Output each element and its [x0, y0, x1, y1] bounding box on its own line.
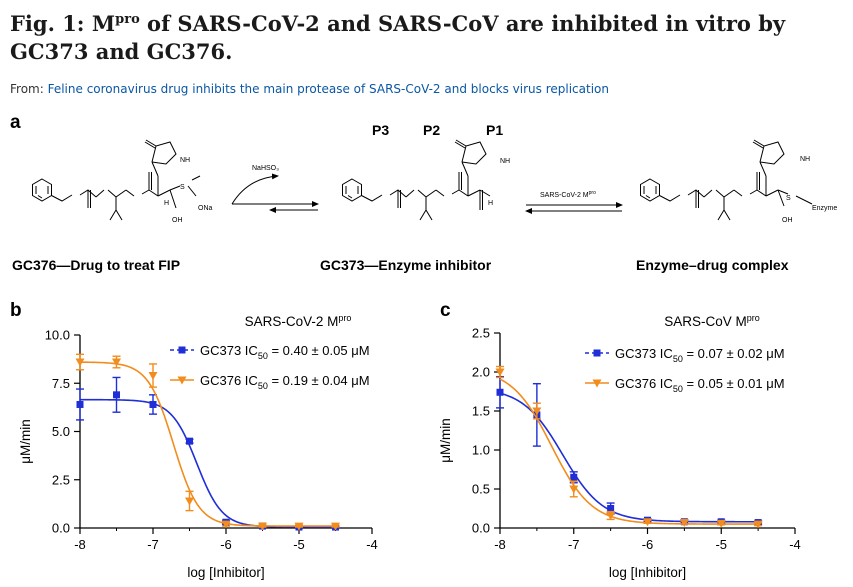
x-tick-label: -6 — [642, 537, 654, 552]
data-point — [570, 473, 578, 481]
reaction-arrows-2 — [525, 202, 623, 214]
chart-panel-c: -8 -7 -6 -5 -4 0.0 0.5 1.0 1.5 2.0 2.5 log [Inhibit… — [438, 313, 801, 580]
data-point — [258, 522, 267, 531]
y-axis-label: μM/min — [18, 419, 33, 464]
data-point — [186, 437, 193, 445]
legend-label: GC376 IC50 = 0.05 ± 0.01 μM — [615, 376, 785, 394]
y-tick-label: 2.5 — [472, 326, 490, 341]
x-tick-label: -4 — [789, 537, 801, 552]
gc376-ona-atom: ONa — [198, 205, 213, 212]
compound-label-complex: Enzyme–drug complex — [636, 257, 789, 273]
data-point — [569, 485, 579, 494]
gc373-nh-atom: NH — [500, 158, 510, 165]
x-tick-label: -5 — [293, 537, 305, 552]
source-line: From: Feline coronavirus drug inhibits t… — [10, 82, 609, 96]
data-point — [495, 368, 505, 377]
chart-title: SARS-CoV Mpro — [664, 313, 760, 329]
panel-c-label: c — [440, 300, 451, 321]
complex-s-atom: S — [786, 195, 791, 202]
data-point — [112, 358, 121, 367]
y-tick-label: 0.0 — [52, 521, 70, 536]
p1-label: P1 — [486, 122, 503, 138]
y-tick-label: 10.0 — [45, 328, 70, 343]
panel-b-label: b — [10, 300, 22, 321]
x-tick-label: -8 — [494, 537, 506, 552]
data-point — [75, 358, 85, 367]
x-tick-label: -7 — [147, 537, 159, 552]
legend-label: GC376 IC50 = 0.19 ± 0.04 μM — [200, 373, 370, 391]
y-tick-label: 5.0 — [52, 424, 70, 439]
data-point — [532, 407, 542, 416]
fit-curve — [499, 392, 759, 523]
gc376-oh-atom: OH — [172, 217, 183, 224]
y-tick-label: 0.0 — [472, 521, 490, 536]
x-tick-label: -8 — [74, 537, 86, 552]
data-point — [606, 512, 616, 521]
source-article-link[interactable]: Feline coronavirus drug inhibits the mai… — [47, 82, 609, 96]
data-point — [607, 505, 615, 512]
data-point — [76, 400, 84, 408]
gc376-h-atom: H — [164, 200, 169, 207]
data-point — [643, 518, 652, 527]
complex-oh-atom: OH — [782, 217, 793, 224]
fit-curve — [80, 398, 336, 528]
data-point — [113, 391, 120, 399]
data-point — [148, 372, 158, 381]
x-tick-label: -5 — [715, 537, 727, 552]
data-point — [185, 497, 194, 506]
figure-title-prefix: Fig. 1: M — [10, 11, 116, 36]
y-tick-label: 7.5 — [52, 376, 70, 391]
gc373-structure: H NH — [342, 139, 510, 221]
complex-enzyme-label: Enzyme — [812, 205, 837, 212]
fit-curve — [79, 361, 336, 527]
data-point — [496, 388, 504, 396]
reagent-mpro: SARS-CoV-2 Mpro — [540, 190, 596, 199]
panel-a-label: a — [10, 112, 21, 133]
legend-label: GC373 IC50 = 0.40 ± 0.05 μM — [200, 343, 370, 361]
p2-label: P2 — [423, 122, 440, 138]
from-label: From: — [10, 82, 48, 96]
y-tick-label: 1.0 — [472, 443, 490, 458]
reagent-nahso3: NaHSO₃ — [252, 165, 279, 172]
compound-label-gc373: GC373—Enzyme inhibitor — [320, 257, 492, 273]
x-tick-label: -7 — [568, 537, 580, 552]
y-tick-label: 2.5 — [52, 472, 70, 487]
figure-title: Fig. 1: Mpro of SARS-CoV-2 and SARS-CoV … — [10, 6, 830, 66]
x-tick-label: -6 — [220, 537, 232, 552]
complex-nh-atom: NH — [800, 156, 810, 163]
figure-title-rest: of SARS-CoV-2 and SARS-CoV are inhibited… — [10, 11, 786, 64]
gc376-s-atom: S — [180, 184, 185, 191]
gc373-h-atom: H — [488, 200, 493, 207]
y-tick-label: 1.5 — [472, 404, 490, 419]
chart-panel-b: -8 -7 -6 -5 -4 0.0 2.5 5.0 7.5 10.0 log [Inhibitor… — [18, 313, 378, 580]
legend-marker — [178, 346, 186, 354]
data-point — [149, 400, 157, 408]
x-axis-label: log [Inhibitor] — [187, 565, 264, 580]
reaction-arrows-1 — [231, 173, 319, 213]
legend-marker — [592, 379, 602, 388]
fit-curve — [499, 378, 759, 525]
y-axis-label: μM/min — [438, 418, 453, 463]
data-point — [294, 522, 304, 531]
legend-label: GC373 IC50 = 0.07 ± 0.02 μM — [615, 346, 785, 364]
data-point — [331, 522, 340, 531]
x-tick-label: -4 — [366, 537, 378, 552]
p3-label: P3 — [372, 122, 389, 138]
gc376-structure: S ONa OH NH H — [32, 139, 213, 224]
x-axis-label: log [Inhibitor] — [609, 565, 686, 580]
y-tick-label: 2.0 — [472, 365, 490, 380]
legend-marker — [177, 376, 187, 385]
legend-marker — [593, 349, 601, 357]
y-tick-label: 0.5 — [472, 482, 490, 497]
data-point — [679, 519, 689, 528]
gc376-nh-atom: NH — [180, 157, 190, 164]
data-point — [753, 520, 763, 529]
compound-label-gc376: GC376—Drug to treat FIP — [12, 257, 180, 273]
complex-structure: S Enzyme OH NH — [640, 139, 837, 224]
data-point — [221, 520, 231, 529]
figure-title-sup: pro — [115, 12, 140, 27]
data-point — [716, 519, 726, 528]
chart-title: SARS-CoV-2 Mpro — [245, 313, 352, 329]
